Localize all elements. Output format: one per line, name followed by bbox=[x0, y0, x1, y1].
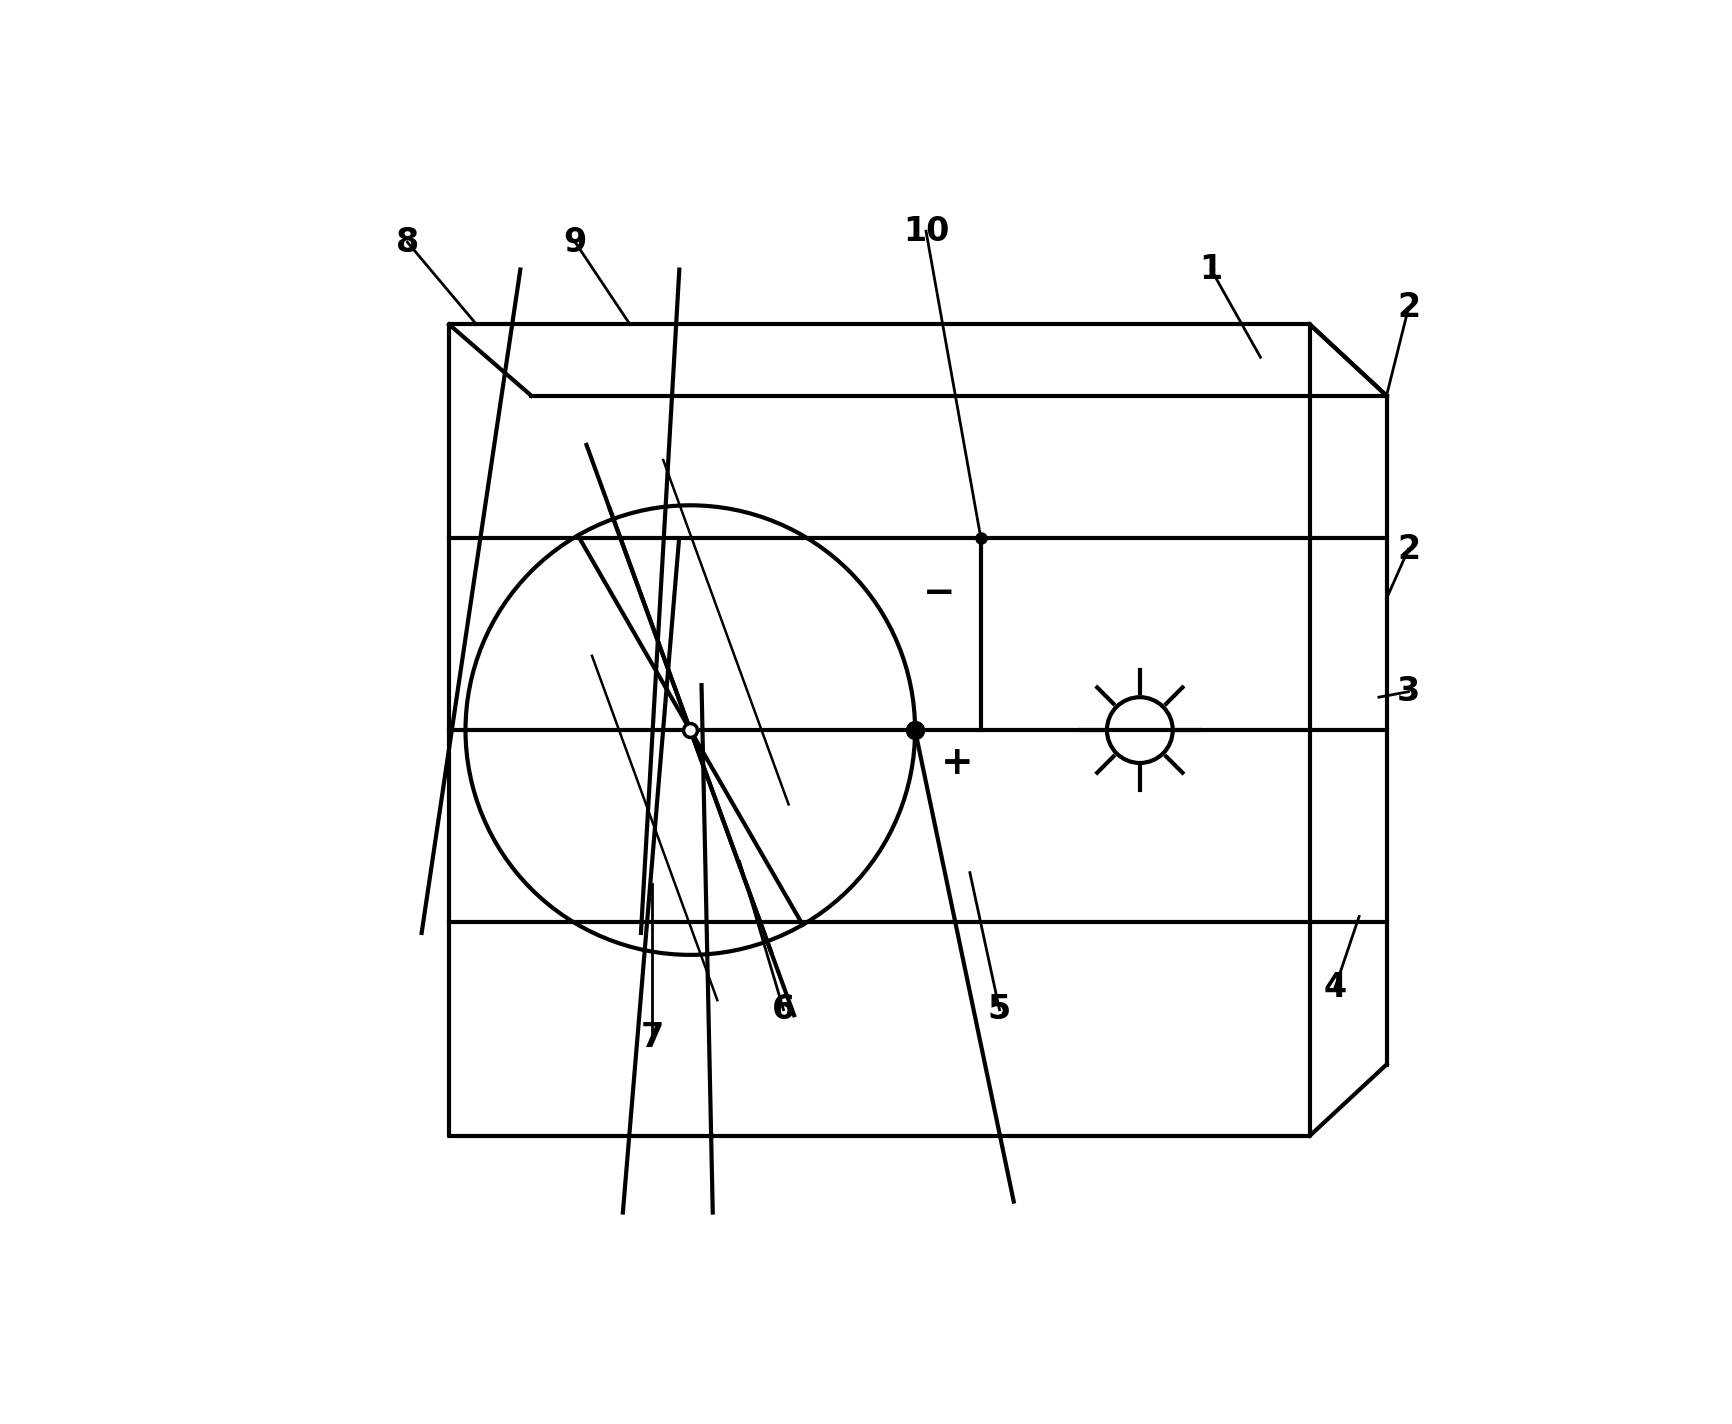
Text: 5: 5 bbox=[987, 993, 1011, 1027]
Text: 10: 10 bbox=[902, 215, 949, 248]
Text: 7: 7 bbox=[641, 1021, 663, 1054]
Text: 9: 9 bbox=[563, 225, 587, 259]
Text: −: − bbox=[923, 574, 956, 612]
Text: +: + bbox=[940, 743, 973, 782]
Text: 3: 3 bbox=[1396, 675, 1420, 708]
Text: 2: 2 bbox=[1398, 292, 1420, 325]
Text: 8: 8 bbox=[397, 225, 419, 259]
Text: 4: 4 bbox=[1323, 971, 1346, 1004]
Text: 2: 2 bbox=[1398, 533, 1420, 565]
Text: 6: 6 bbox=[772, 993, 795, 1027]
Text: 1: 1 bbox=[1200, 253, 1223, 286]
